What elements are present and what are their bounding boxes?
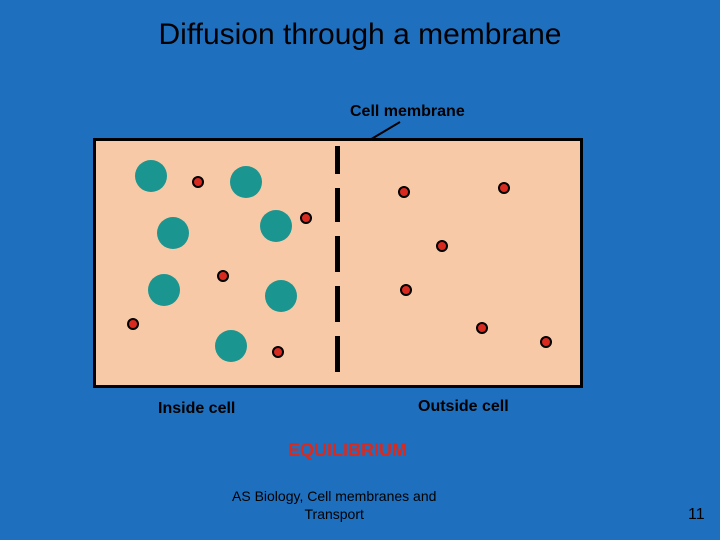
small-particle [498, 182, 510, 194]
large-particle [265, 280, 297, 312]
page-number: 11 [688, 506, 705, 524]
small-particle [540, 336, 552, 348]
equilibrium-label: EQUILIBRIUM [288, 440, 407, 461]
small-particle [398, 186, 410, 198]
membrane-dash [335, 146, 340, 174]
membrane-dash [335, 236, 340, 272]
inside-cell-label: Inside cell [158, 400, 235, 418]
small-particle [400, 284, 412, 296]
small-particle [476, 322, 488, 334]
small-particle [436, 240, 448, 252]
large-particle [260, 210, 292, 242]
small-particle [192, 176, 204, 188]
outside-cell-label: Outside cell [418, 398, 509, 416]
footer-text: AS Biology, Cell membranes and Transport [232, 488, 436, 523]
large-particle [157, 217, 189, 249]
small-particle [300, 212, 312, 224]
footer-line2: Transport [305, 506, 364, 522]
slide: Diffusion through a membrane Cell membra… [0, 0, 720, 540]
small-particle [272, 346, 284, 358]
large-particle [230, 166, 262, 198]
membrane-dash [335, 286, 340, 322]
large-particle [148, 274, 180, 306]
slide-title: Diffusion through a membrane [0, 18, 720, 52]
membrane-dash [335, 188, 340, 222]
footer-line1: AS Biology, Cell membranes and [232, 488, 436, 504]
large-particle [215, 330, 247, 362]
membrane-label: Cell membrane [350, 103, 465, 121]
large-particle [135, 160, 167, 192]
membrane-dash [335, 336, 340, 372]
small-particle [217, 270, 229, 282]
small-particle [127, 318, 139, 330]
